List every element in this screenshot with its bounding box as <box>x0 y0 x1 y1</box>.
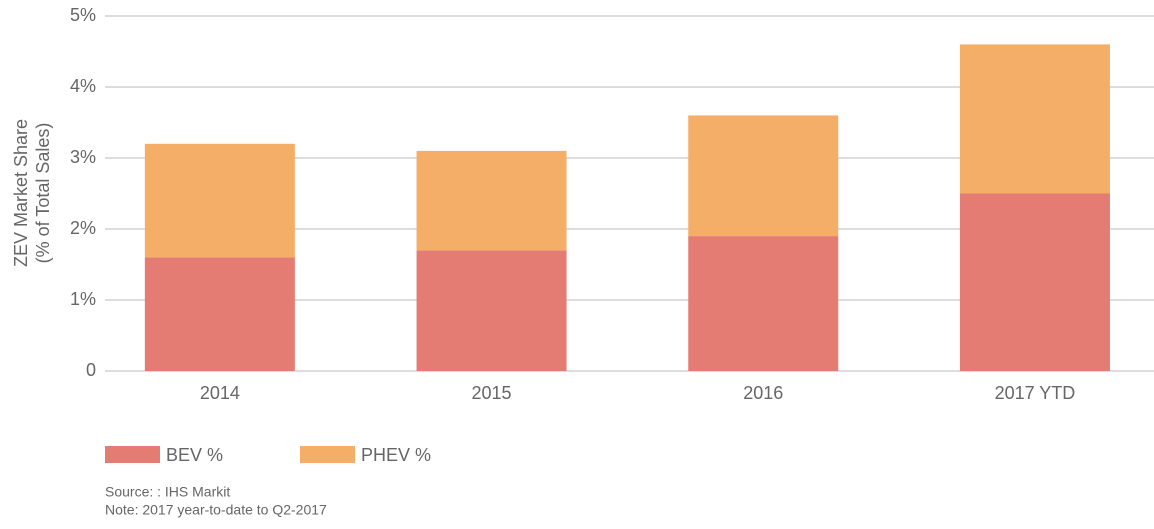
legend-label: PHEV % <box>361 445 431 465</box>
y-tick-label: 5% <box>70 5 96 25</box>
legend-swatch <box>300 446 355 463</box>
x-tick-label: 2016 <box>743 383 783 403</box>
x-tick-label: 2015 <box>472 383 512 403</box>
bar-segment <box>959 193 1110 371</box>
legend-label: BEV % <box>166 445 223 465</box>
legend-swatch <box>105 446 160 463</box>
bar-segment <box>416 250 567 371</box>
bar-segment <box>688 115 839 237</box>
y-tick-label: 2% <box>70 218 96 238</box>
bar-segment <box>416 150 567 251</box>
y-tick-label: 0 <box>86 360 96 380</box>
x-tick-label: 2014 <box>200 383 240 403</box>
bar-segment <box>688 236 839 371</box>
y-axis-label: ZEV Market Share <box>11 119 31 267</box>
y-tick-label: 4% <box>70 76 96 96</box>
y-axis-label: (% of Total Sales) <box>33 123 53 264</box>
x-tick-label: 2017 YTD <box>995 383 1076 403</box>
note: Note: 2017 year-to-date to Q2-2017 <box>105 502 327 518</box>
source-note: Source: : IHS Markit <box>105 484 230 500</box>
bar-segment <box>144 257 295 371</box>
y-tick-label: 1% <box>70 289 96 309</box>
y-tick-label: 3% <box>70 147 96 167</box>
bar-segment <box>144 143 295 258</box>
bar-segment <box>959 44 1110 194</box>
